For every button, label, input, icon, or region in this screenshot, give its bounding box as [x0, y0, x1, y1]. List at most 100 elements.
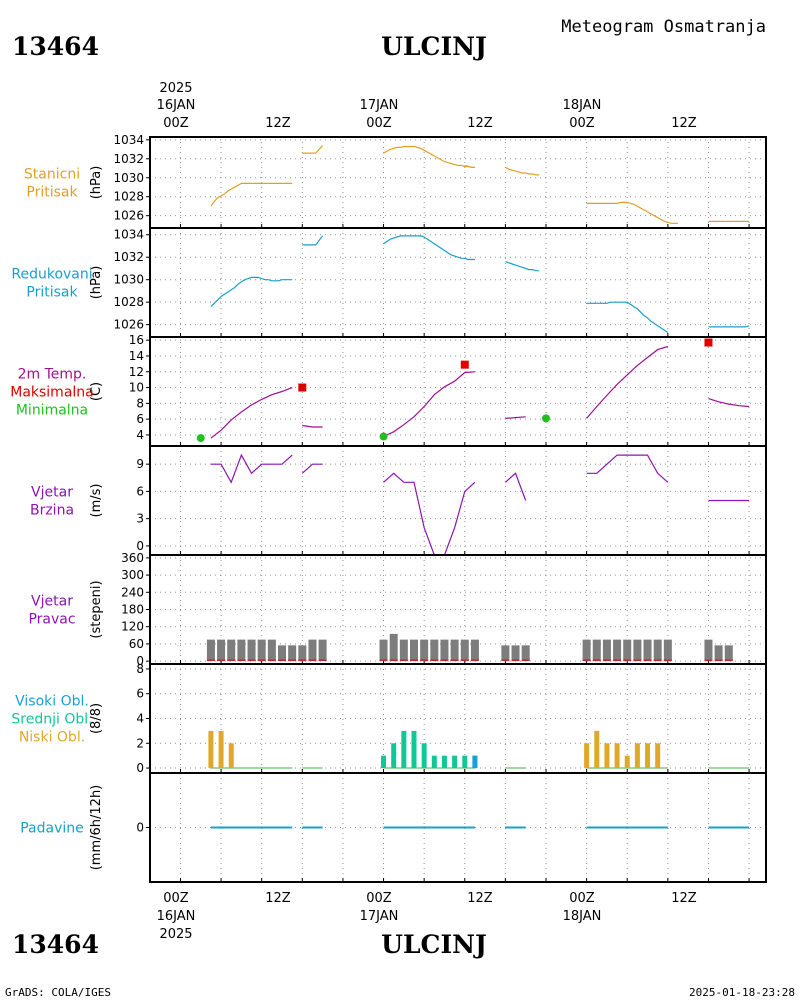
y-tick-label: 1032 [113, 152, 144, 166]
wind-direction-bar [592, 639, 601, 662]
y-unit-label: (mm/6h/12h) [89, 785, 104, 871]
wind-direction-bar [704, 639, 713, 662]
footer-credit: GrADS: COLA/IGES [5, 986, 111, 999]
wind-direction-bar [217, 639, 226, 662]
wind-direction-bar [227, 639, 236, 662]
y-tick-label: 60 [129, 637, 144, 651]
cloud-bar [381, 755, 387, 769]
y-tick-label: 0 [136, 539, 144, 553]
wind-direction-bar [420, 639, 429, 662]
y-unit-label: (stepeni) [89, 580, 104, 638]
series-line [383, 235, 475, 261]
top-hour-label-6: 12Z [671, 116, 697, 131]
wind-direction-bar [511, 645, 520, 662]
cloud-bar [431, 755, 437, 769]
panel-temperature: 4 6 810 12 14 16 (C)2m Temp. Maksimalna Minimaln… [10, 333, 767, 447]
series-line [210, 453, 293, 484]
series-line [210, 276, 293, 308]
cloud-bar [421, 743, 427, 769]
panel-label: Srednji Obl. [11, 712, 92, 728]
wind-direction-bar [450, 639, 459, 662]
series-line [586, 345, 668, 419]
y-tick-label: 4 [136, 712, 144, 726]
y-tick-label: 8 [136, 662, 144, 676]
series-line [586, 454, 669, 483]
top-hour-label-4: 12Z [467, 116, 493, 131]
bottom-hour-label-1: 00Z [163, 891, 189, 906]
y-tick-label: 1034 [113, 228, 144, 242]
cloud-bar [584, 743, 590, 769]
cloud-bar [208, 730, 214, 769]
bottom-hour-label-6: 12Z [671, 891, 697, 906]
minimum-temperature-marker [542, 414, 550, 423]
cloud-bar [634, 743, 640, 769]
bottom-day-label-1: 16JAN [157, 909, 196, 924]
cloud-bar [472, 755, 478, 769]
wind-direction-bar [389, 633, 398, 662]
y-tick-label: 6 [136, 687, 144, 701]
cloud-bar [391, 743, 397, 769]
wind-direction-bar [278, 645, 286, 662]
panel-label: Minimalna [16, 403, 88, 419]
y-tick-label: 1026 [113, 209, 144, 223]
y-tick-label: 1026 [113, 318, 144, 332]
bottom-day-label-2: 17JAN [360, 909, 399, 924]
top-day-label-3: 18JAN [563, 98, 602, 113]
top-hour-label-2: 12Z [265, 116, 291, 131]
y-tick-label: 0 [136, 821, 144, 835]
y-tick-label: 6 [136, 412, 144, 426]
y-tick-label: 6 [136, 484, 144, 498]
series-line [302, 235, 324, 246]
wind-direction-bar [267, 639, 276, 662]
panel-label: Brzina [30, 503, 74, 519]
y-unit-label: (hPa) [89, 166, 104, 200]
panel-frame [149, 663, 767, 774]
y-tick-label: 1028 [113, 190, 144, 204]
wind-direction-bar [714, 645, 723, 662]
wind-direction-bar [298, 645, 307, 662]
wind-direction-bar [470, 639, 479, 662]
series-line [383, 472, 476, 556]
bottom-hour-label-3: 00Z [366, 891, 392, 906]
panel-frame [149, 336, 767, 447]
y-tick-label: 1032 [113, 250, 144, 264]
cloud-bar [462, 755, 468, 769]
y-unit-label: (C) [89, 382, 104, 401]
top-hour-label-3: 00Z [366, 116, 392, 131]
panel-frame [149, 227, 767, 338]
panel-label: Maksimalna [10, 385, 94, 401]
series-line [210, 387, 293, 439]
top-hour-label-5: 00Z [569, 116, 595, 131]
panel-wind-speed: 0 3 6 9 (m/s) Vjetar Brzina [30, 445, 767, 556]
cloud-bar [645, 743, 651, 769]
y-tick-label: 16 [129, 333, 144, 347]
cloud-bar [452, 755, 458, 769]
panel-wind-direction: 0 60 120 180 240 300 360 (stepeni) Vjetar Pravac [28, 551, 767, 668]
y-tick-label: 10 [129, 381, 144, 395]
y-tick-label: 120 [121, 620, 144, 634]
panel-frame [149, 136, 767, 229]
cloud-bar [614, 743, 620, 769]
y-tick-label: 14 [129, 349, 144, 363]
series-line [708, 398, 750, 408]
bottom-hour-label-4: 12Z [467, 891, 493, 906]
wind-direction-bar [724, 645, 733, 662]
series-line [302, 424, 323, 428]
panel-label: Stanicni [24, 167, 80, 183]
wind-direction-bar [257, 639, 266, 662]
y-tick-label: 0 [136, 654, 144, 668]
meteogram-title: Meteogram Osmatranja [561, 17, 766, 37]
wind-direction-bar [288, 645, 297, 662]
bottom-hour-label-2: 12Z [265, 891, 291, 906]
wind-direction-bar [460, 639, 469, 662]
station-name-top: ULCINJ [381, 32, 487, 61]
maximum-temperature-marker [298, 383, 307, 392]
series-line [505, 416, 526, 419]
wind-direction-bar [410, 639, 418, 662]
footer-timestamp: 2025-01-18-23:28 [689, 986, 795, 999]
panel-reduced-pressure: 1026 1028 1030 1032 1034 (hPa)Redukovani Priti… [11, 227, 767, 338]
station-id-top: 13464 [12, 32, 99, 61]
cloud-bar [411, 730, 417, 769]
cloud-bar [401, 730, 407, 769]
